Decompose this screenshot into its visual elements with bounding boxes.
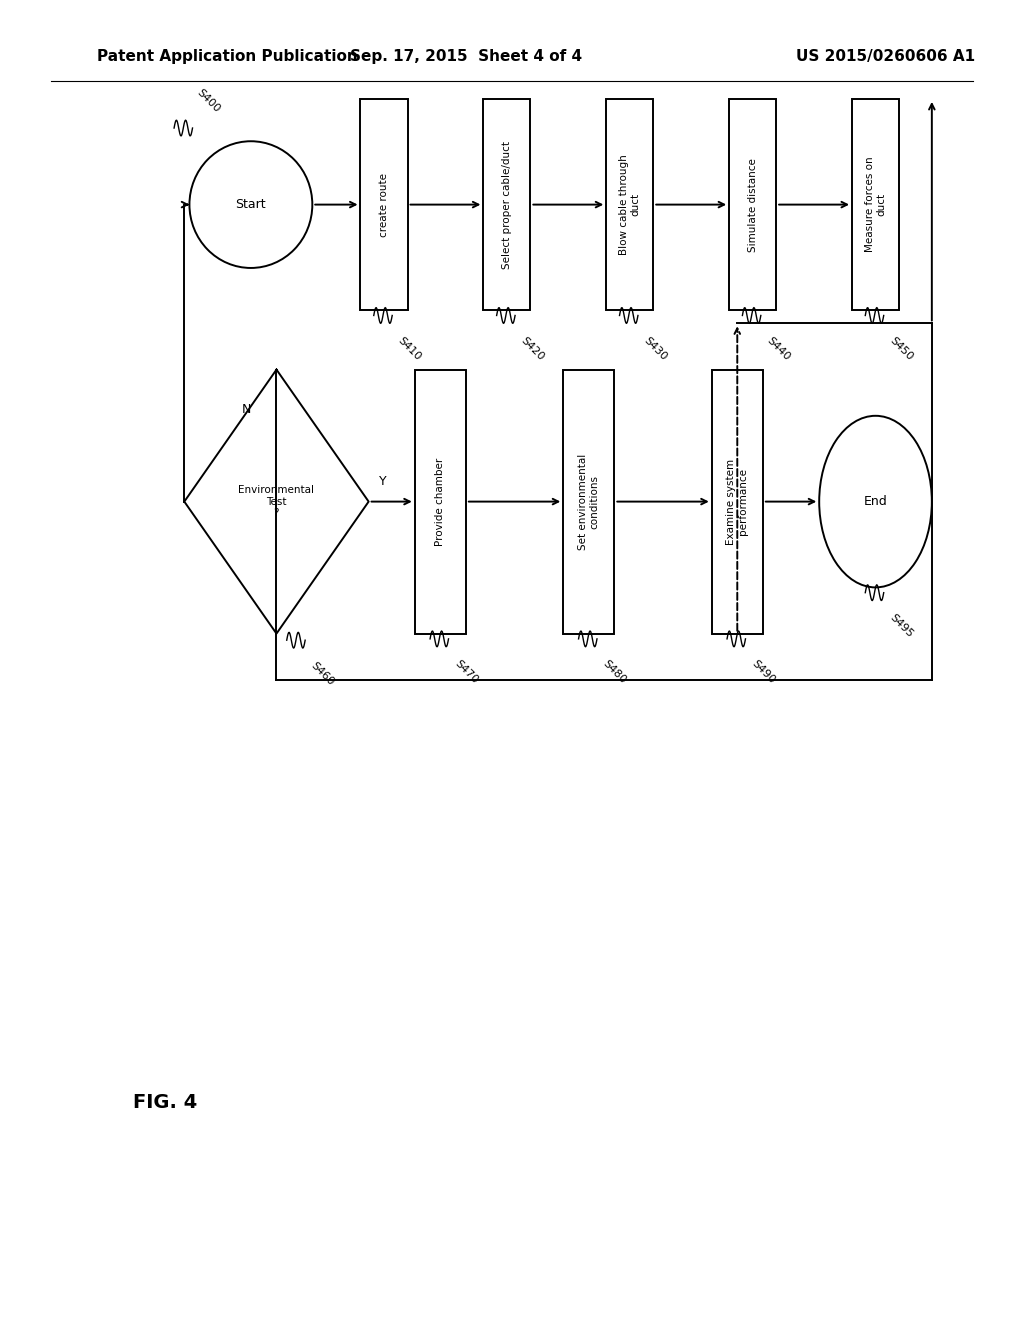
Bar [415,370,466,634]
Text: S480: S480 [601,659,628,686]
Text: Start: Start [236,198,266,211]
Text: S450: S450 [888,335,914,362]
Text: S400: S400 [195,88,221,115]
Ellipse shape [819,416,932,587]
Text: Simulate distance: Simulate distance [748,157,758,252]
Bar [729,99,776,310]
Bar [360,99,408,310]
Bar [712,370,763,634]
Ellipse shape [189,141,312,268]
Bar [483,99,530,310]
Text: US 2015/0260606 A1: US 2015/0260606 A1 [797,49,975,65]
Text: S495: S495 [888,612,914,640]
Bar [852,99,899,310]
Text: Environmental
Test
?: Environmental Test ? [239,484,314,519]
Text: FIG. 4: FIG. 4 [133,1093,198,1111]
Text: N: N [242,403,251,416]
Text: S420: S420 [519,335,546,363]
Text: Examine system
performance: Examine system performance [726,458,749,545]
Text: Blow cable through
duct: Blow cable through duct [618,154,641,255]
Text: S430: S430 [642,335,669,362]
Text: S460: S460 [309,660,336,686]
Text: Provide chamber: Provide chamber [435,458,445,545]
Text: create route: create route [379,173,389,236]
Text: Sep. 17, 2015  Sheet 4 of 4: Sep. 17, 2015 Sheet 4 of 4 [350,49,582,65]
Text: S470: S470 [453,659,479,686]
Text: End: End [863,495,888,508]
Text: Patent Application Publication: Patent Application Publication [97,49,358,65]
Text: Select proper cable/duct: Select proper cable/duct [502,141,512,268]
Text: Y: Y [379,475,386,488]
Text: S410: S410 [396,335,423,362]
Text: S440: S440 [765,335,792,363]
Text: Measure forces on
duct: Measure forces on duct [864,157,887,252]
Text: S490: S490 [750,659,776,686]
Bar [563,370,614,634]
Text: Set environmental
conditions: Set environmental conditions [578,454,600,549]
Bar [606,99,653,310]
